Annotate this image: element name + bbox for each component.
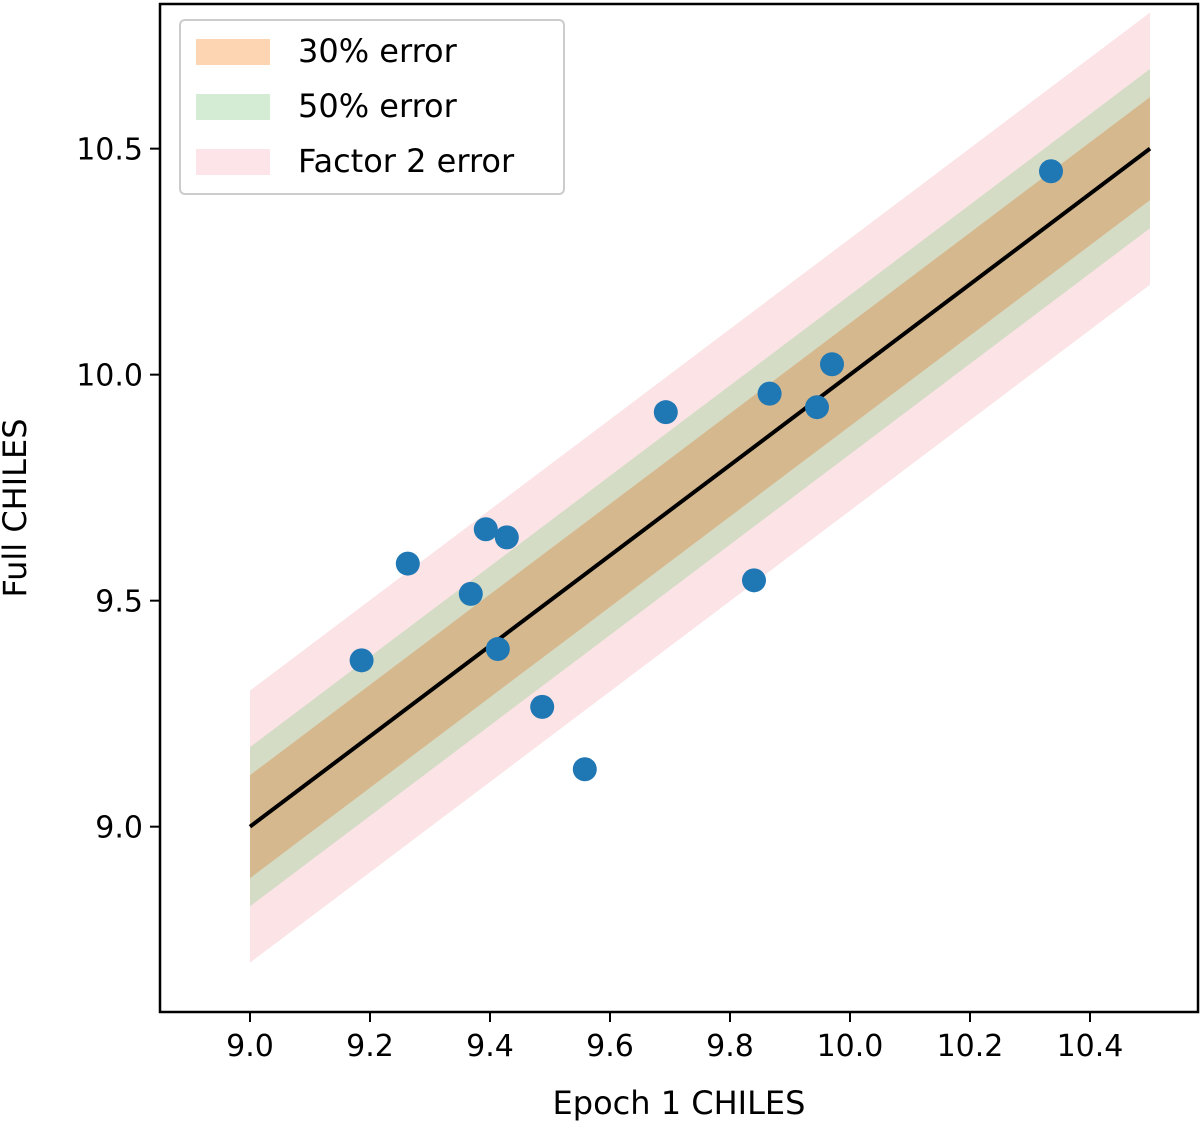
- y-axis-ticks: 9.0 9.5 10.0 10.5: [76, 133, 160, 846]
- x-tick-label: 9.8: [706, 1029, 754, 1064]
- x-axis-ticks: 9.0 9.2 9.4 9.6 9.8 10.0 10.2 10.4: [226, 1012, 1123, 1064]
- data-point-11: [805, 395, 829, 420]
- data-point-6: [530, 694, 555, 719]
- x-tick-label: 9.2: [346, 1029, 394, 1064]
- legend-label: 30% error: [298, 32, 458, 70]
- legend: 30% error 50% error Factor 2 error: [179, 19, 565, 195]
- x-axis-label: Epoch 1 CHILES: [553, 1084, 806, 1122]
- legend-box: [179, 19, 565, 195]
- data-point-1: [395, 551, 420, 576]
- x-tick-label: 9.4: [466, 1029, 514, 1064]
- legend-swatch: [196, 94, 270, 120]
- data-point-0: [349, 648, 374, 673]
- data-point-13: [1039, 159, 1063, 184]
- legend-swatch: [196, 149, 270, 175]
- y-axis-label: Full CHILES: [0, 418, 34, 597]
- x-tick-label: 9.6: [586, 1029, 634, 1064]
- data-point-4: [485, 637, 510, 662]
- data-point-7: [572, 757, 597, 782]
- y-tick-label: 10.5: [76, 133, 143, 168]
- legend-label: 50% error: [298, 87, 458, 125]
- data-point-3: [473, 517, 498, 542]
- data-point-2: [458, 581, 483, 606]
- y-tick-label: 9.5: [95, 585, 143, 620]
- plot-frame: [158, 2, 1200, 1014]
- data-points: [349, 159, 1063, 782]
- data-point-10: [757, 381, 782, 406]
- legend-label: Factor 2 error: [298, 142, 515, 180]
- y-tick-label: 10.0: [76, 359, 143, 394]
- y-tick-label: 9.0: [95, 811, 143, 846]
- legend-swatch: [196, 39, 270, 65]
- data-point-5: [494, 525, 519, 550]
- data-point-8: [653, 400, 678, 425]
- data-point-12: [820, 352, 844, 377]
- data-point-9: [742, 568, 766, 593]
- x-tick-label: 10.2: [937, 1029, 1004, 1064]
- x-tick-label: 10.0: [817, 1029, 884, 1064]
- one-to-one-line: [248, 147, 1152, 829]
- one-to-one-line-layer: [248, 147, 1152, 829]
- x-tick-label: 10.4: [1057, 1029, 1124, 1064]
- x-tick-label: 9.0: [226, 1029, 274, 1064]
